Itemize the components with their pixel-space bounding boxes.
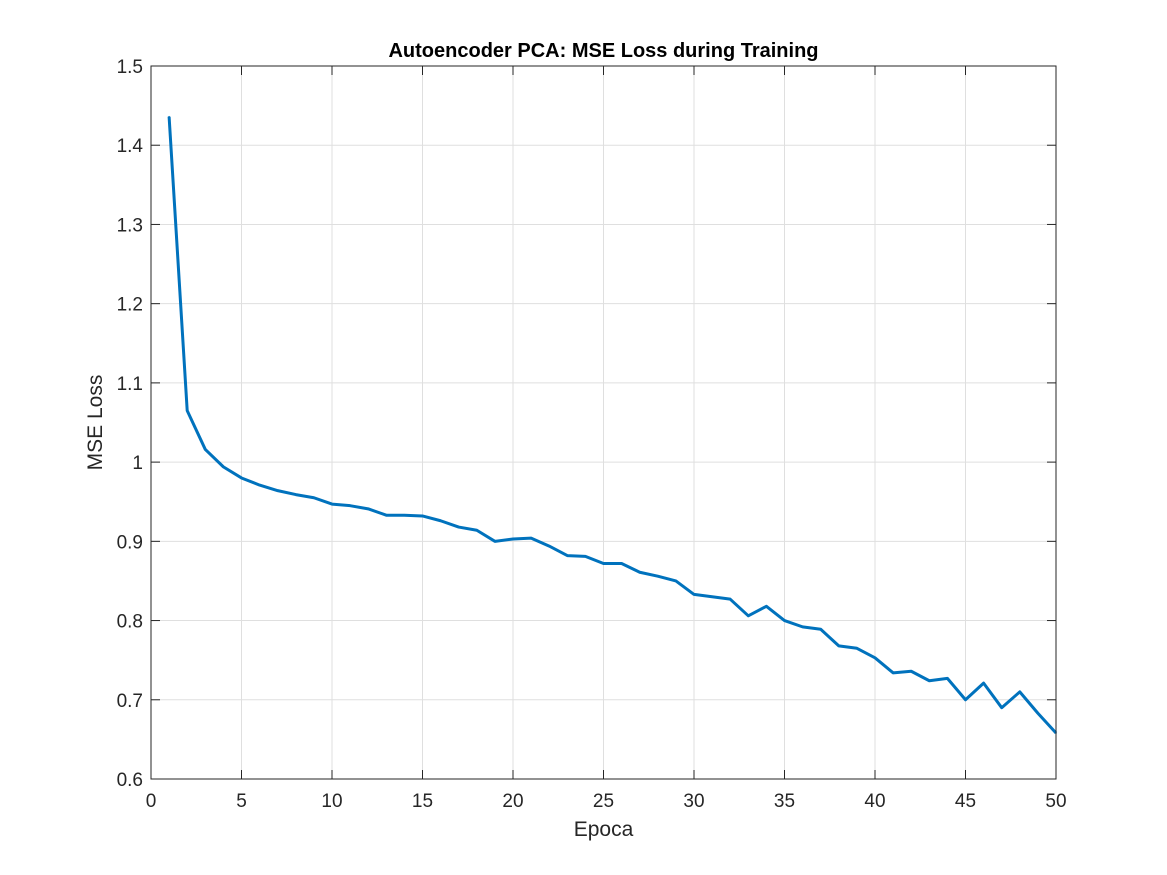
data-point	[747, 615, 750, 617]
data-point	[783, 619, 786, 622]
y-tick-label: 1	[132, 453, 143, 474]
data-point	[946, 677, 949, 680]
y-tick-label: 0.6	[117, 770, 143, 791]
data-point	[982, 682, 985, 684]
data-point	[385, 514, 388, 516]
data-point	[367, 508, 370, 510]
y-tick-label: 0.8	[117, 612, 143, 633]
data-point	[1000, 706, 1003, 709]
data-point	[276, 489, 279, 492]
y-tick-label: 0.9	[117, 532, 143, 553]
data-point	[1019, 691, 1021, 693]
data-point	[801, 626, 804, 628]
data-point	[928, 679, 931, 682]
data-point	[258, 484, 261, 486]
data-point	[819, 628, 822, 631]
data-point	[421, 515, 424, 517]
data-point	[1037, 712, 1039, 715]
data-point	[168, 115, 170, 118]
data-point	[457, 526, 460, 528]
data-point	[910, 670, 912, 673]
data-point	[874, 656, 876, 659]
data-point	[964, 698, 967, 701]
x-tick-label: 35	[774, 791, 795, 812]
data-point	[222, 466, 225, 468]
x-tick-label: 5	[236, 791, 247, 812]
data-point	[675, 580, 677, 582]
data-point	[566, 554, 569, 557]
data-point	[476, 529, 478, 532]
data-point	[765, 605, 768, 608]
y-axis-label: MSE Loss	[84, 375, 107, 471]
x-tick-label: 25	[593, 791, 614, 812]
data-point	[349, 504, 351, 507]
data-point	[711, 595, 713, 598]
data-point	[838, 645, 840, 647]
axis-ticks: 0 5 10 15 20 25 30 35 40 45 50 0.6 0.7 0.8 0.9 1 1.1 1.2 1…	[117, 57, 1067, 812]
x-tick-label: 20	[502, 791, 523, 812]
data-point	[638, 571, 641, 574]
x-tick-label: 50	[1045, 791, 1066, 812]
data-point	[403, 514, 406, 516]
x-axis-label: Epoca	[574, 818, 634, 841]
y-tick-label: 1.2	[117, 295, 143, 316]
loss-series-line	[167, 116, 1058, 735]
y-tick-label: 1.3	[117, 215, 143, 236]
data-point	[512, 538, 514, 540]
data-point	[295, 493, 297, 496]
data-point	[548, 545, 550, 547]
data-point	[530, 537, 532, 539]
x-tick-label: 40	[864, 791, 885, 812]
y-tick-label: 1.4	[117, 136, 144, 157]
data-point	[439, 519, 442, 522]
data-point	[602, 562, 605, 565]
data-point	[186, 409, 188, 412]
data-point	[729, 598, 731, 600]
x-tick-label: 45	[955, 791, 976, 812]
y-tick-label: 1.5	[117, 57, 143, 78]
y-tick-label: 0.7	[117, 691, 143, 712]
data-point	[892, 672, 894, 674]
x-tick-label: 15	[412, 791, 433, 812]
data-point	[494, 540, 496, 543]
data-point	[204, 448, 207, 451]
y-tick-label: 1.1	[117, 374, 143, 395]
data-point	[240, 477, 243, 479]
data-point	[856, 647, 858, 650]
data-point	[331, 503, 333, 505]
grid-lines	[151, 66, 1056, 779]
chart-title: Autoencoder PCA: MSE Loss during Trainin…	[388, 40, 818, 62]
series-layer	[167, 115, 1058, 735]
x-tick-label: 10	[321, 791, 342, 812]
x-tick-label: 30	[683, 791, 704, 812]
data-point	[313, 496, 315, 499]
data-point	[584, 555, 587, 558]
data-point	[693, 593, 695, 596]
data-point	[620, 562, 623, 565]
x-tick-label: 0	[146, 791, 157, 812]
data-point	[657, 575, 659, 577]
